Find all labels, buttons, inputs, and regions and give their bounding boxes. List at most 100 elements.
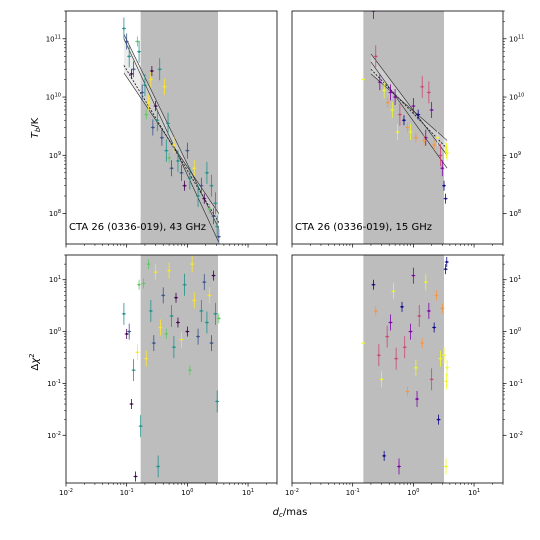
data-point — [182, 180, 187, 191]
data-point — [179, 331, 184, 348]
data-point — [388, 84, 393, 101]
x-tick-label: 100 — [407, 488, 419, 497]
fit-line — [123, 34, 220, 229]
marker — [157, 465, 160, 468]
marker — [205, 171, 209, 174]
y-tick-label: 10-1 — [47, 379, 61, 388]
x-tick-label: 10-2 — [59, 488, 73, 497]
marker — [409, 330, 412, 333]
marker — [421, 85, 424, 88]
data-point — [127, 45, 132, 68]
data-point — [207, 287, 212, 304]
data-point — [153, 101, 158, 112]
data-point — [397, 458, 402, 475]
data-point — [129, 68, 134, 79]
data-point — [215, 215, 220, 238]
data-point — [169, 304, 174, 327]
data-point — [164, 139, 169, 162]
data-point — [400, 301, 405, 312]
plot-area — [121, 11, 221, 244]
marker — [396, 131, 399, 134]
marker — [149, 309, 152, 313]
data-point — [405, 122, 410, 133]
data-point — [211, 270, 216, 281]
marker — [430, 378, 433, 381]
marker — [402, 119, 406, 122]
svg-text:dc/mas: dc/mas — [273, 507, 308, 519]
marker — [391, 108, 394, 112]
data-point — [156, 455, 161, 478]
marker — [444, 197, 447, 200]
marker — [172, 346, 176, 349]
marker — [393, 95, 397, 99]
data-point — [138, 415, 143, 438]
data-point — [171, 137, 176, 154]
data-point — [174, 292, 179, 303]
data-point — [175, 149, 180, 172]
data-point — [187, 167, 192, 190]
marker — [176, 159, 180, 163]
marker — [435, 294, 438, 297]
marker — [216, 225, 219, 228]
y-tick-label: 1011 — [509, 34, 524, 43]
data-point — [371, 279, 376, 290]
marker — [427, 91, 430, 94]
marker — [389, 321, 392, 324]
marker — [397, 465, 401, 468]
panel-label: CTA 26 (0336-019), 43 GHz — [69, 222, 206, 233]
panel-label: CTA 26 (0336-019), 15 GHz — [295, 222, 432, 233]
data-point — [440, 303, 445, 314]
data-point — [429, 101, 434, 118]
marker — [154, 104, 157, 108]
marker — [214, 202, 217, 205]
x-tick-label: 100 — [181, 488, 193, 497]
marker — [145, 357, 148, 360]
marker — [150, 69, 153, 73]
x-tick-label: 101 — [242, 488, 254, 497]
marker — [442, 354, 446, 357]
marker — [147, 101, 150, 104]
marker — [203, 281, 206, 284]
data-point — [442, 347, 447, 364]
marker — [412, 104, 415, 108]
marker — [163, 85, 166, 88]
data-point — [211, 208, 216, 225]
marker — [156, 119, 159, 122]
marker — [424, 136, 427, 139]
marker — [167, 269, 171, 272]
marker — [433, 143, 436, 147]
data-point — [135, 36, 140, 47]
data-point — [388, 314, 393, 331]
marker — [193, 299, 196, 302]
marker — [210, 341, 213, 345]
data-point — [131, 61, 136, 78]
data-point — [192, 292, 197, 309]
marker — [180, 171, 183, 174]
marker — [362, 341, 365, 345]
data-point — [121, 17, 126, 40]
marker — [174, 296, 178, 299]
data-point — [435, 129, 440, 146]
y-tick-label: 1010 — [46, 93, 61, 102]
marker — [128, 55, 131, 58]
x-tick-label: 10-1 — [346, 488, 360, 497]
marker — [400, 305, 404, 308]
data-point — [444, 256, 449, 267]
marker — [374, 55, 377, 58]
marker — [422, 139, 426, 142]
marker — [437, 418, 440, 421]
marker — [130, 402, 133, 406]
marker — [383, 89, 386, 92]
data-point — [395, 124, 400, 141]
y-tick-label: 100 — [49, 327, 61, 336]
marker — [383, 454, 386, 457]
marker — [188, 369, 191, 372]
data-point — [382, 82, 387, 99]
y-tick-label: 108 — [49, 209, 61, 218]
data-point — [420, 338, 425, 349]
marker — [418, 314, 421, 318]
marker — [183, 184, 186, 187]
data-point — [137, 279, 142, 290]
data-point — [179, 164, 184, 181]
marker — [125, 40, 128, 43]
